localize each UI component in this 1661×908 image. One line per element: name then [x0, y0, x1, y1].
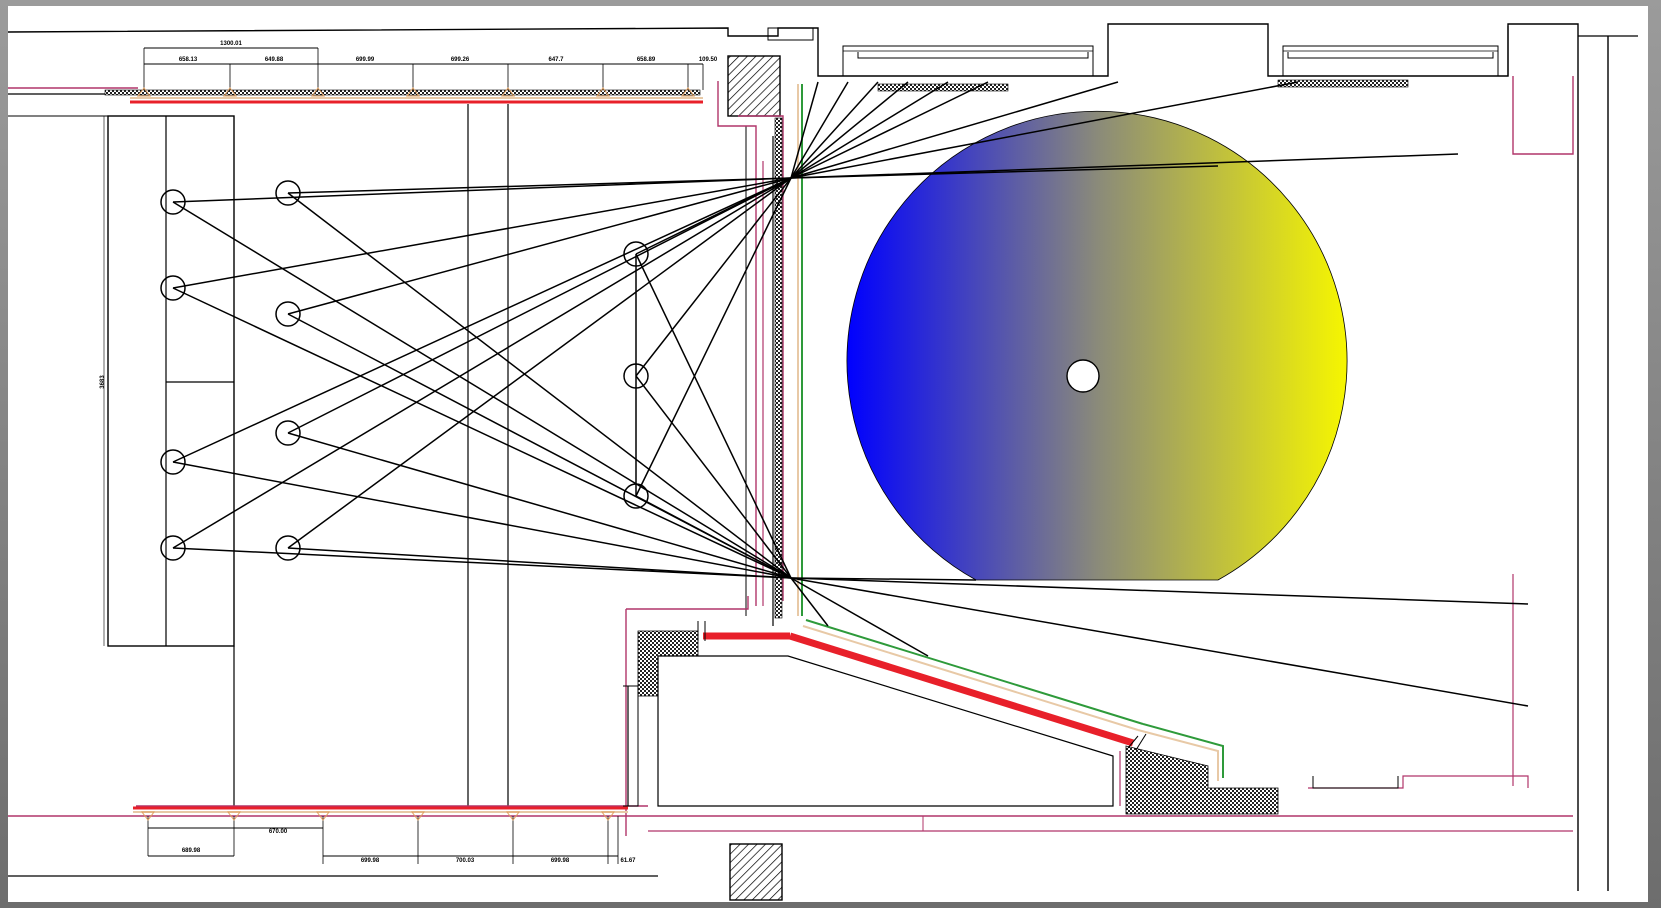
projection-disc: [846, 110, 1348, 581]
sight-line: [287, 192, 792, 579]
dim-bottom-5: 699.98: [551, 858, 570, 864]
position-markers: [160, 180, 649, 561]
dim-bottom-6: 61.67: [620, 858, 636, 864]
dim-top-6: 658.89: [637, 57, 656, 63]
support-tick: [223, 87, 237, 97]
sight-line: [172, 177, 792, 289]
bottom-dimension-chain: 689.98 670.00 699.98 700.03 699.98 61.67: [147, 816, 636, 864]
wall-insulation-strip: [774, 117, 783, 619]
support-tick: [227, 811, 241, 821]
top-dimension-chain: 1300.01 658.13 649.88 699.99 699.26 647.…: [143, 41, 718, 90]
sight-line: [287, 177, 792, 549]
support-tick: [601, 811, 615, 821]
drawing-sheet: 1300.01 658.13 649.88 699.99 699.26 647.…: [8, 6, 1648, 902]
dim-top-1: 658.13: [179, 57, 198, 63]
position-marker: [623, 241, 649, 267]
outer-walls: [8, 23, 1638, 891]
left-interior: [107, 104, 774, 806]
bottom-window-strip: [133, 806, 628, 813]
support-tick: [411, 811, 425, 821]
sight-line: [287, 547, 792, 579]
dim-top-3: 699.99: [356, 57, 375, 63]
dim-top-4: 699.26: [451, 57, 470, 63]
sight-line: [635, 495, 792, 579]
support-tick: [596, 87, 610, 97]
support-tick: [501, 87, 515, 97]
sight-line: [635, 253, 792, 579]
sight-line: [790, 81, 1299, 179]
sight-line: [287, 177, 792, 315]
support-tick: [311, 87, 325, 97]
dim-top-2: 649.88: [265, 57, 284, 63]
dim-vertical: 3683: [100, 375, 106, 389]
position-marker: [160, 449, 186, 475]
sight-line: [790, 81, 1119, 179]
disc-center-marker: [1066, 359, 1100, 393]
dim-top-5: 647.7: [548, 57, 564, 63]
sight-line: [172, 287, 792, 579]
sight-lines: [172, 81, 1529, 707]
support-tick: [406, 87, 420, 97]
structural-columns: [727, 55, 783, 901]
sight-line: [635, 375, 792, 579]
sight-line: [790, 81, 949, 179]
sight-line: [790, 81, 909, 179]
position-marker: [275, 301, 301, 327]
position-marker: [275, 420, 301, 446]
position-marker: [160, 275, 186, 301]
sight-line: [172, 177, 792, 463]
sight-line: [790, 577, 1529, 605]
sight-line: [172, 177, 792, 203]
support-tick: [506, 811, 520, 821]
dim-top-7: 109.50: [699, 57, 718, 63]
sight-line: [287, 177, 792, 194]
sight-line: [635, 177, 792, 255]
sight-line: [172, 547, 792, 579]
support-tick: [137, 87, 151, 97]
sight-line: [172, 177, 792, 549]
position-marker: [160, 535, 186, 561]
top-window-strip: [8, 79, 1409, 104]
sight-line: [172, 461, 792, 579]
support-ticks: [137, 87, 695, 821]
dim-bottom-4: 700.03: [456, 858, 475, 864]
position-marker: [275, 535, 301, 561]
sight-line: [172, 201, 792, 579]
dim-bottom-1: 689.98: [182, 848, 201, 854]
dim-bottom-2: 670.00: [269, 829, 288, 835]
support-tick: [681, 87, 695, 97]
support-tick: [316, 811, 330, 821]
sight-line: [790, 165, 1219, 179]
sight-line: [790, 577, 929, 657]
support-tick: [141, 811, 155, 821]
sight-line: [790, 81, 819, 179]
position-marker: [623, 483, 649, 509]
sight-line: [635, 177, 792, 377]
sight-line: [790, 577, 977, 581]
sight-line: [790, 81, 849, 179]
position-marker: [623, 363, 649, 389]
sight-line: [287, 177, 792, 434]
sight-line: [790, 81, 989, 179]
sight-line: [790, 81, 879, 179]
position-marker: [160, 189, 186, 215]
inner-wall-lines: [8, 81, 1573, 836]
dim-bottom-3: 699.98: [361, 858, 380, 864]
sloped-lower-wall: [623, 619, 1279, 815]
sight-line: [790, 577, 1529, 707]
sight-line: [635, 177, 792, 497]
sight-line: [790, 577, 829, 627]
position-marker: [275, 180, 301, 206]
dim-overall-top: 1300.01: [220, 41, 242, 47]
floor-plan-drawing: 1300.01 658.13 649.88 699.99 699.26 647.…: [8, 23, 1638, 901]
sight-line: [287, 432, 792, 579]
sight-line: [790, 153, 1459, 179]
